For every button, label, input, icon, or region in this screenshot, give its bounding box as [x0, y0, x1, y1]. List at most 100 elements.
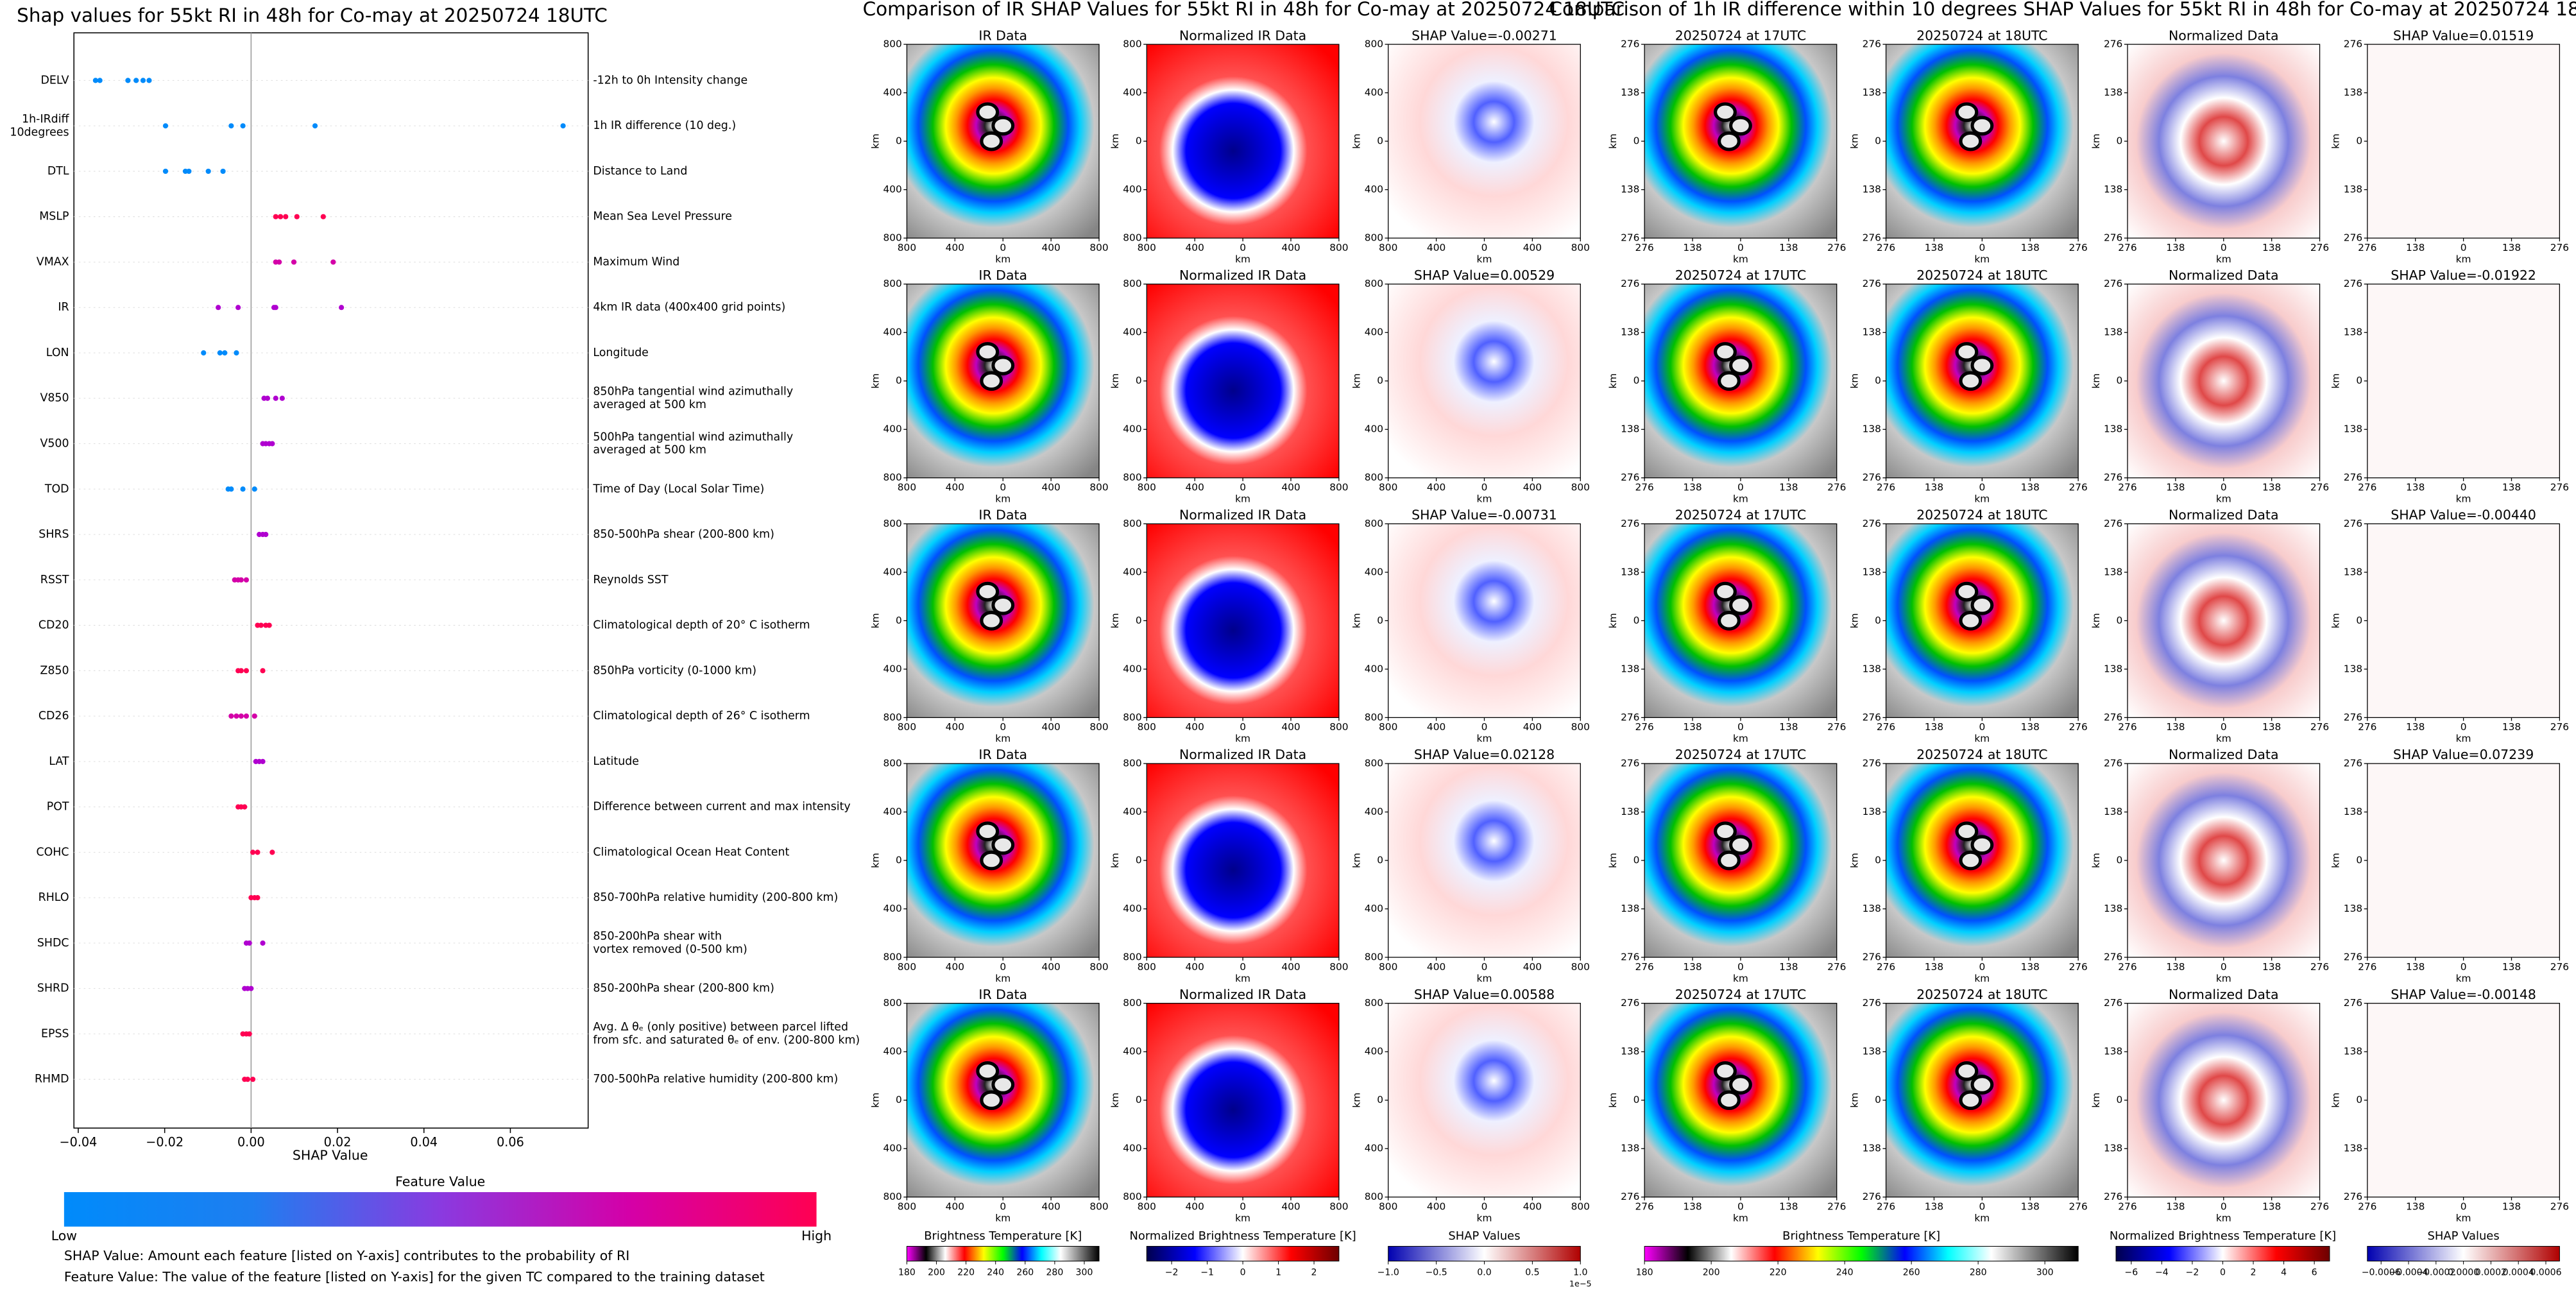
x-tick-label: 400 [1041, 482, 1060, 493]
x-tick-label: 0 [1979, 242, 1985, 253]
colorbar [2367, 1245, 2560, 1262]
y-tick-label: 800 [1365, 712, 1383, 723]
x-tick-label: 400 [1186, 482, 1204, 493]
shap-title: Shap values for 55kt RI in 48h for Co-ma… [17, 4, 608, 26]
eye-blob [976, 342, 1000, 362]
y-tick-label: 276 [2104, 472, 2122, 483]
x-tick-label: 138 [2406, 721, 2425, 733]
y-axis-label: km [869, 613, 881, 628]
feature-label: TOD [44, 482, 69, 495]
x-tick-label: 800 [1571, 1201, 1590, 1213]
x-tick-label: 800 [1329, 961, 1348, 973]
y-tick-label: 0 [896, 855, 902, 866]
y-axis-label: km [1351, 853, 1363, 868]
shap-point [266, 622, 272, 628]
y-tick-label: 276 [1621, 997, 1639, 1009]
x-tick-label: 400 [1041, 721, 1060, 733]
shap-point [255, 895, 260, 901]
x-tick-label: 276 [2068, 482, 2087, 493]
eye-blob [1714, 581, 1737, 602]
shap-point [243, 713, 250, 719]
plot-frame [73, 32, 589, 1129]
feature-label: V500 [40, 438, 69, 450]
y-tick-label: 0 [1633, 855, 1640, 866]
shap-point [242, 804, 248, 810]
colorbar-tick-label: 0.0000 [2448, 1267, 2479, 1277]
eye-blob [1714, 1061, 1737, 1081]
panel-title: SHAP Value=0.00588 [1414, 987, 1555, 1002]
colorbar-tick-label: −6 [2124, 1267, 2138, 1277]
x-axis-label: km [1733, 973, 1748, 984]
eye-blob [1959, 371, 1983, 391]
y-tick-label: 800 [883, 952, 901, 963]
y-tick-label: 276 [1863, 232, 1881, 244]
panel-title: SHAP Value=-0.00271 [1412, 28, 1557, 43]
feature-label: RHMD [35, 1073, 69, 1086]
group-title: Comparison of 1h IR difference within 10… [1549, 0, 2576, 20]
y-tick-label: 400 [883, 663, 901, 674]
colorbar-tick-label: −1.0 [1378, 1267, 1399, 1277]
x-tick-label: 0 [1979, 961, 1985, 973]
y-tick-label: 0 [1633, 1094, 1640, 1105]
x-tick-label: 276 [2118, 482, 2137, 493]
colorbar-label: Brightness Temperature [K] [924, 1229, 1082, 1243]
y-tick-label: 400 [1365, 184, 1383, 195]
x-axis-label: km [1733, 1212, 1748, 1224]
y-tick-label: 138 [2344, 663, 2362, 674]
x-tick-label: 400 [946, 242, 964, 253]
x-tick-label: 138 [2021, 242, 2040, 253]
x-tick-label: 138 [2406, 1201, 2425, 1213]
y-tick-label: 276 [2344, 518, 2362, 529]
panel-image [1147, 524, 1339, 718]
colorbar-tick-label: −4 [2155, 1267, 2169, 1277]
x-tick-label: 0 [1240, 721, 1246, 733]
eye-blob [1729, 595, 1752, 615]
x-tick-label: 138 [2406, 961, 2425, 973]
y-tick-label: 800 [1123, 1191, 1141, 1202]
x-tick-label: 0 [2221, 961, 2227, 973]
shap-point [234, 713, 239, 719]
x-axis-label: km [2216, 253, 2231, 265]
x-tick-label: 400 [946, 1201, 964, 1213]
x-tick-label: 800 [1329, 242, 1348, 253]
x-axis-label: km [1235, 253, 1250, 265]
panel-image [1644, 44, 1837, 239]
panel-title: Normalized IR Data [1179, 28, 1306, 43]
x-tick-label: 400 [1186, 242, 1204, 253]
x-tick-label: 276 [1635, 1201, 1653, 1213]
feature-label: EPSS [41, 1027, 69, 1040]
feature-label: SHRD [37, 982, 69, 995]
x-tick-label: 138 [2502, 242, 2521, 253]
shap-point [246, 1031, 252, 1037]
eye-blob [980, 850, 1003, 871]
x-tick-label: 0 [2461, 721, 2467, 733]
feature-label: MSLP [39, 210, 69, 223]
x-axis-label: km [1733, 493, 1748, 505]
eye-blob [1955, 821, 1979, 842]
y-tick-label: 800 [1123, 38, 1141, 50]
x-tick-label: 276 [2118, 721, 2137, 733]
y-axis-label: km [2330, 373, 2342, 389]
y-tick-label: 138 [1621, 184, 1639, 195]
y-tick-label: 138 [2104, 903, 2122, 914]
y-tick-label: 138 [2344, 1046, 2362, 1057]
x-axis-label: km [1235, 1212, 1250, 1224]
colorbar-tick-label: 0.0006 [2530, 1267, 2561, 1277]
colorbar-tick-label: 6 [2312, 1267, 2317, 1277]
shap-point [269, 441, 275, 447]
feature-label: IR [58, 301, 69, 314]
shap-point [258, 622, 264, 628]
colorbar-offset: 1e−5 [1569, 1279, 1592, 1289]
x-tick-label: 138 [2021, 721, 2040, 733]
y-tick-label: 0 [2117, 375, 2123, 386]
colorbar-tick-label: 180 [898, 1267, 916, 1277]
x-tick-label: 800 [1089, 242, 1108, 253]
y-axis-label: km [2090, 1093, 2102, 1108]
panel-image [907, 1003, 1100, 1197]
y-tick-label: 138 [1863, 903, 1881, 914]
colorbar-tick-label: 1.0 [1573, 1267, 1587, 1277]
panel-image [2127, 44, 2320, 239]
y-tick-label: 800 [883, 712, 901, 723]
y-tick-label: 276 [1621, 38, 1639, 50]
x-tick-label: 400 [1041, 1201, 1060, 1213]
